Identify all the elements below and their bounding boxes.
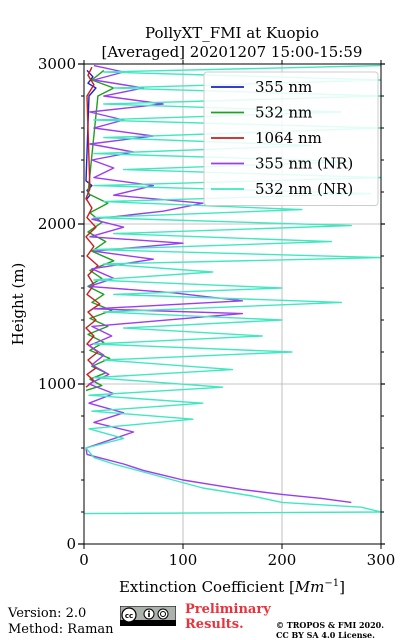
series-line-1064-nm [85, 66, 101, 388]
x-tick-label: 300 [367, 551, 396, 569]
legend-label: 355 nm [255, 78, 312, 96]
version-text: Version: 2.0 [8, 606, 87, 621]
legend-box [203, 71, 379, 206]
x-tick-label: 200 [268, 551, 297, 569]
x-tick-label: 100 [169, 551, 198, 569]
x-axis-label: Extinction Coefficient [Mm−1] [119, 578, 345, 596]
y-axis-label: Height (m) [9, 263, 27, 346]
chart-subtitle: [Averaged] 20201207 15:00-15:59 [102, 43, 363, 61]
legend-label: 1064 nm [255, 129, 322, 147]
legend-label: 355 nm (NR) [255, 155, 353, 173]
copyright-text: © TROPOS & FMI 2020. CC BY SA 4.0 Licens… [276, 620, 385, 640]
legend-label: 532 nm (NR) [255, 180, 353, 198]
preliminary-results-text: Preliminary Results. [185, 602, 271, 632]
svg-text:cc: cc [125, 612, 133, 620]
x-tick-label: 0 [79, 551, 89, 569]
plot-frame [83, 63, 382, 545]
legend: 355 nm 532 nm 1064 nm 355 nm (NR) 532 nm (NR… [203, 71, 379, 206]
series-line-532-nm [85, 69, 115, 392]
y-tick-label: 2000 [38, 215, 76, 233]
legend-label: 532 nm [255, 104, 312, 122]
extinction-chart: PollyXT_FMI at Kuopio [Averaged] 2020120… [9, 24, 396, 596]
y-tick-label: 0 [66, 535, 76, 553]
y-tick-label: 1000 [38, 375, 76, 393]
cc-by-sa-icon: cc [120, 606, 176, 626]
chart-title: PollyXT_FMI at Kuopio [145, 24, 319, 42]
series-line-355-nm-nr- [85, 64, 352, 504]
y-tick-label: 3000 [38, 55, 76, 73]
method-text: Method: Raman [8, 622, 114, 637]
